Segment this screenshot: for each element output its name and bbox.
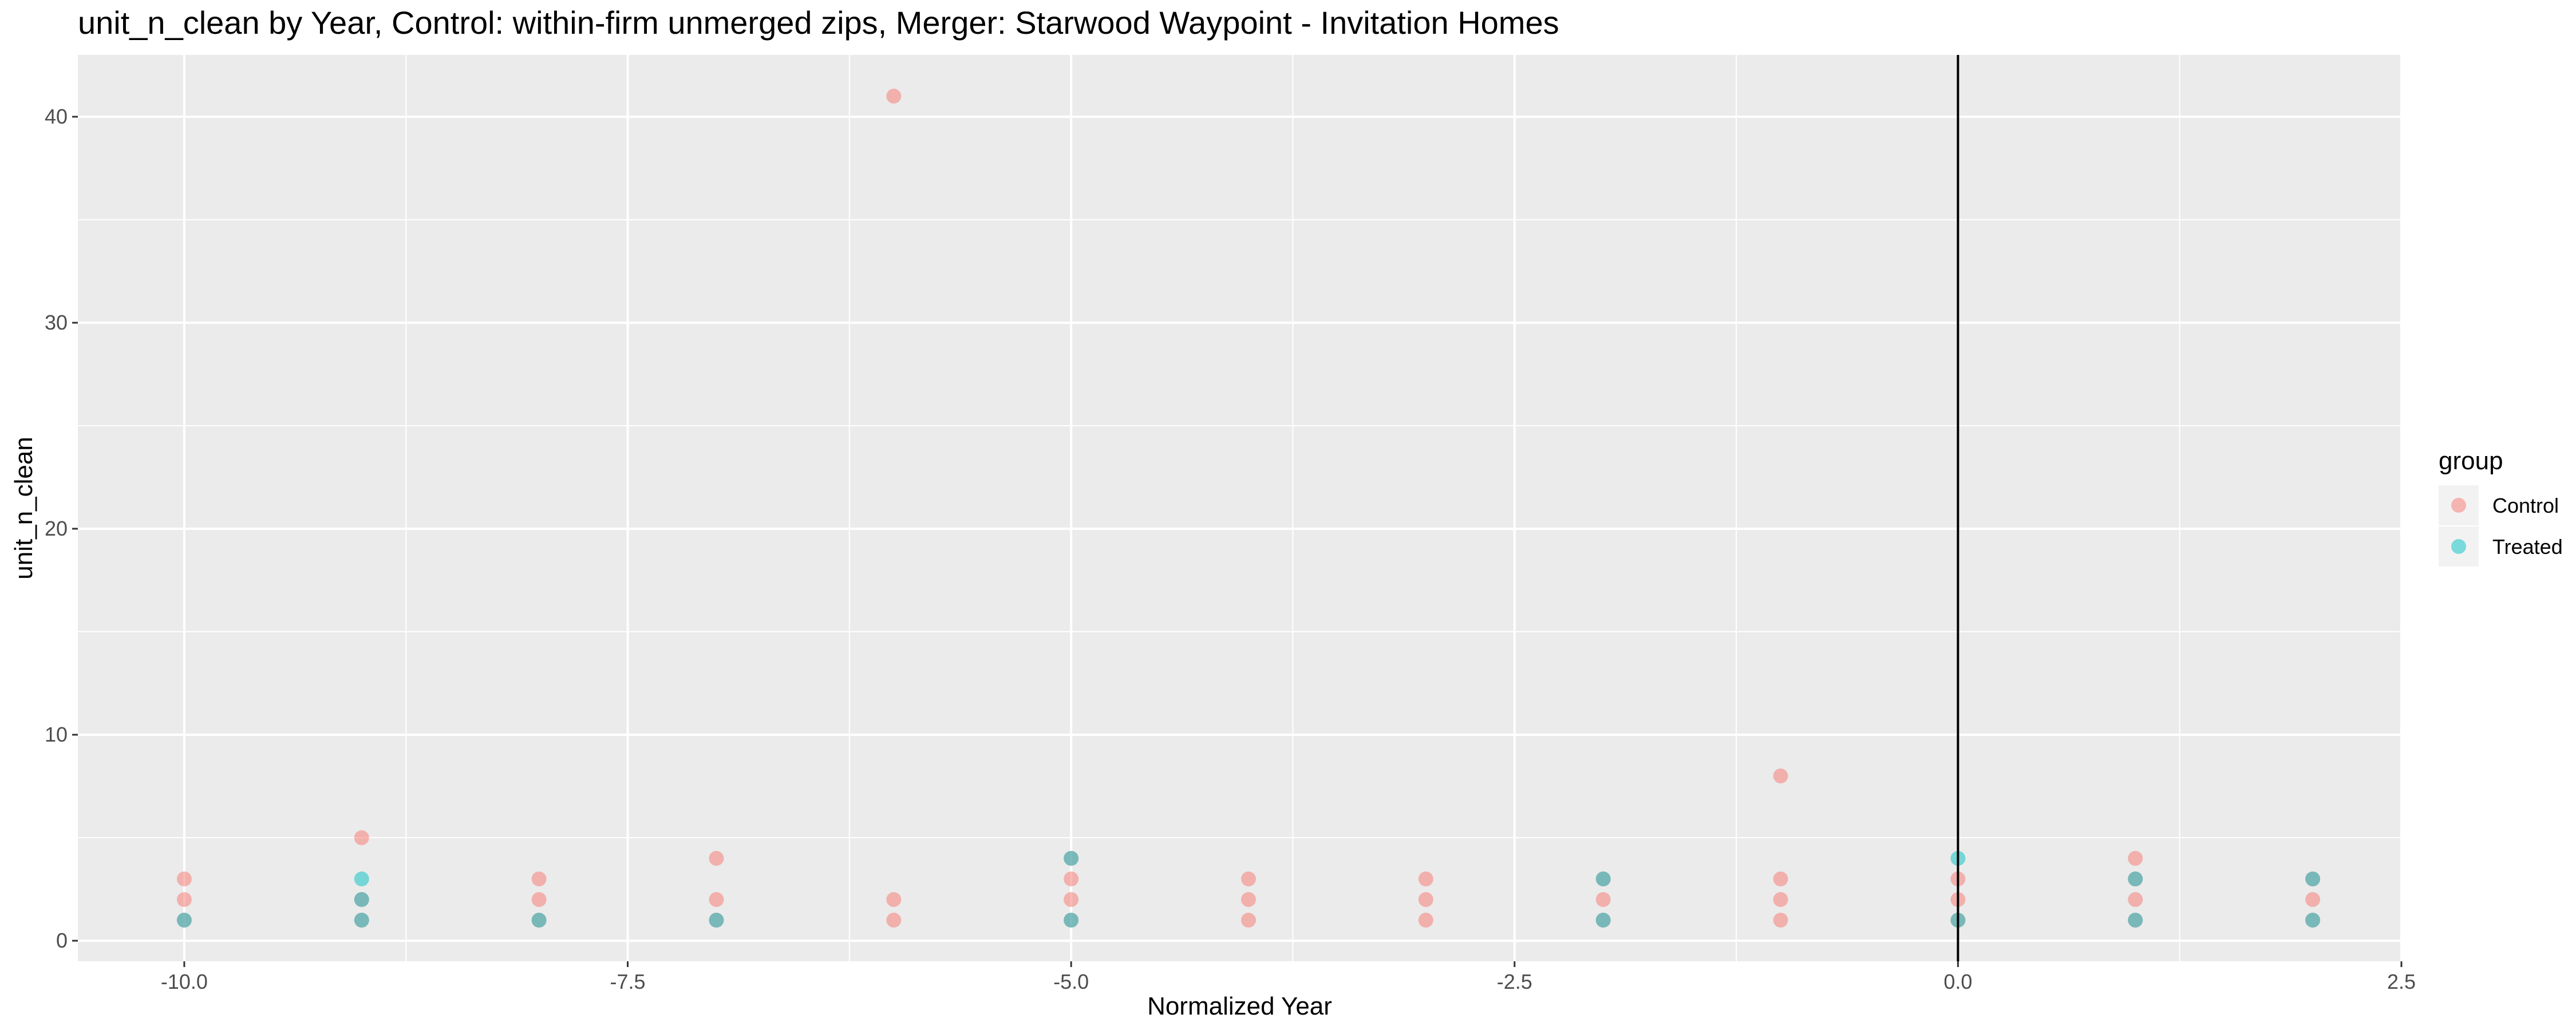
y-tick-label: 0 [56,929,68,952]
data-point-control [1418,892,1433,907]
x-axis-title: Normalized Year [1147,992,1332,1020]
data-point-treated [354,913,369,928]
data-point-control [709,851,724,866]
data-point-control [1773,768,1788,783]
data-point-control [1418,871,1433,886]
x-tick-label: 0.0 [1943,970,1972,993]
minor-gridlines [78,55,2401,961]
y-tick-label: 30 [45,311,68,334]
data-point-control [176,892,192,907]
data-points [176,89,2321,928]
data-point-control [2128,892,2143,907]
data-point-treated [176,913,192,928]
data-point-treated [709,913,724,928]
legend-swatch-treated [2451,539,2466,554]
data-point-treated [2305,913,2321,928]
data-point-control [354,830,369,845]
data-point-control [886,913,902,928]
data-point-treated [2128,913,2143,928]
data-point-control [1240,871,1256,886]
legend-swatch-control [2451,498,2466,513]
x-tick-label: -10.0 [161,970,208,993]
data-point-control [176,871,192,886]
y-tick-label: 10 [45,723,68,746]
legend-label-control: Control [2492,494,2559,517]
data-point-treated [2305,871,2321,886]
data-point-control [1773,892,1788,907]
y-tick-label: 20 [45,517,68,540]
x-tick-label: -7.5 [610,970,646,993]
data-point-control [1064,871,1079,886]
x-tick-label: -5.0 [1053,970,1089,993]
data-point-control [531,871,547,886]
x-tick-label: 2.5 [2387,970,2416,993]
plot-panel [78,55,2401,961]
x-tick-label: -2.5 [1497,970,1532,993]
data-point-treated [1595,871,1611,886]
data-point-treated [1595,913,1611,928]
data-point-control [2128,851,2143,866]
legend-title: group [2439,447,2503,475]
data-point-treated [1064,851,1079,866]
data-point-treated [354,892,369,907]
data-point-control [886,892,902,907]
data-point-control [1773,871,1788,886]
x-axis-ticks: -10.0 -7.5 -5.0 -2.5 0.0 2.5 [161,961,2416,993]
data-point-control [886,89,902,104]
data-point-treated [354,871,369,886]
data-point-treated [1064,913,1079,928]
data-point-control [1240,892,1256,907]
data-point-treated [531,913,547,928]
data-point-treated [2128,871,2143,886]
data-point-control [531,892,547,907]
data-point-control [1595,892,1611,907]
y-axis-title: unit_n_clean [10,437,38,580]
y-tick-label: 40 [45,105,68,128]
data-point-control [1064,892,1079,907]
y-axis-ticks: 0 10 20 30 40 [45,105,78,952]
data-point-control [1418,913,1433,928]
chart-title: unit_n_clean by Year, Control: within-fi… [78,5,1559,41]
legend: group Control Treated [2439,447,2563,566]
data-point-control [1240,913,1256,928]
data-point-control [2305,892,2321,907]
data-point-control [709,892,724,907]
legend-label-treated: Treated [2492,535,2563,558]
data-point-control [1773,913,1788,928]
